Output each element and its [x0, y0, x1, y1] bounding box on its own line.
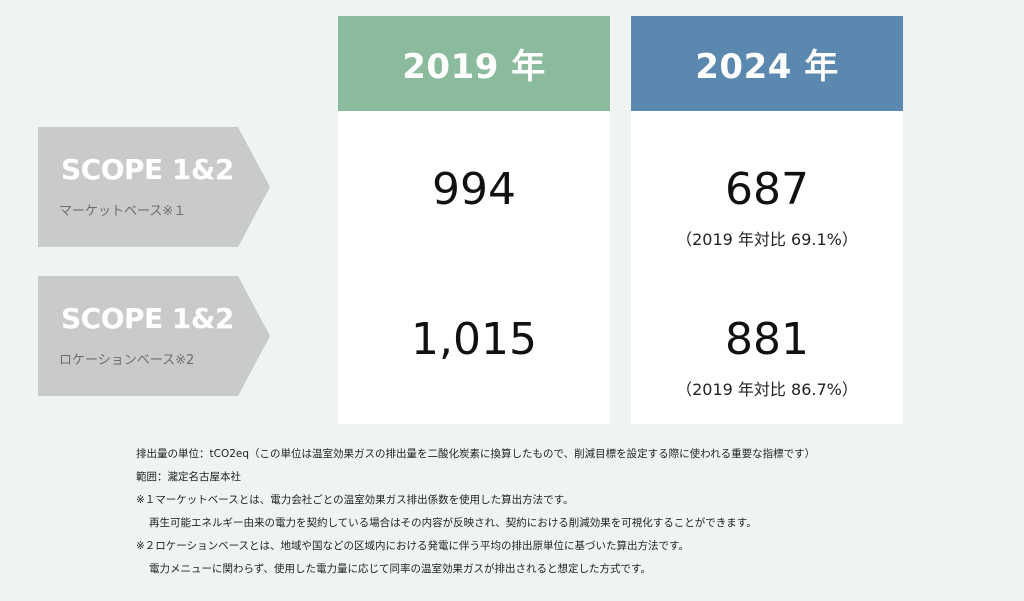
note-location-basis-detail: 電力メニューに関わらず、使用した電力量に応じて同率の温室効果ガスが排出されると想…: [149, 563, 652, 575]
column-header-2019: 2019 年: [338, 16, 610, 111]
column-header-2024: 2024 年: [631, 16, 903, 111]
value-location-2019: 1,015: [411, 314, 537, 365]
row-label-basis: ロケーションベース※2: [59, 353, 195, 368]
note-unit: 排出量の単位：tCO2eq（この単位は温室効果ガスの排出量を二酸化炭素に換算した…: [136, 448, 816, 460]
cell-location-2019: 1,015: [338, 318, 610, 362]
footnotes: 排出量の単位：tCO2eq（この単位は温室効果ガスの排出量を二酸化炭素に換算した…: [136, 443, 1006, 581]
ratio-location-2024: （2019 年対比 86.7%）: [676, 380, 858, 399]
cell-market-2024: 687 （2019 年対比 69.1%）: [631, 168, 903, 250]
value-market-2019: 994: [432, 164, 516, 215]
value-location-2024: 881: [725, 314, 809, 365]
row-label-scope: SCOPE 1&2: [61, 302, 234, 335]
note-scope-range: 範囲：瀧定名古屋本社: [136, 471, 241, 483]
cell-location-2024: 881 （2019 年対比 86.7%）: [631, 318, 903, 400]
column-2019: 2019 年 994 1,015: [338, 16, 610, 424]
row-label-location: SCOPE 1&2 ロケーションベース※2: [38, 276, 270, 396]
cell-market-2019: 994: [338, 168, 610, 212]
note-market-basis: ※１マーケットベースとは、電力会社ごとの温室効果ガス排出係数を使用した算出方法で…: [136, 494, 574, 506]
note-location-basis: ※２ロケーションベースとは、地域や国などの区域内における発電に伴う平均の排出原単…: [136, 540, 690, 552]
row-label-basis: マーケットベース※１: [59, 204, 187, 219]
note-market-basis-detail: 再生可能エネルギー由来の電力を契約している場合はその内容が反映され、契約における…: [149, 517, 757, 529]
row-label-scope: SCOPE 1&2: [61, 153, 234, 186]
value-market-2024: 687: [725, 164, 809, 215]
column-2024: 2024 年 687 （2019 年対比 69.1%） 881 （2019 年対…: [631, 16, 903, 424]
ratio-market-2024: （2019 年対比 69.1%）: [676, 230, 858, 249]
row-label-market: SCOPE 1&2 マーケットベース※１: [38, 127, 270, 247]
